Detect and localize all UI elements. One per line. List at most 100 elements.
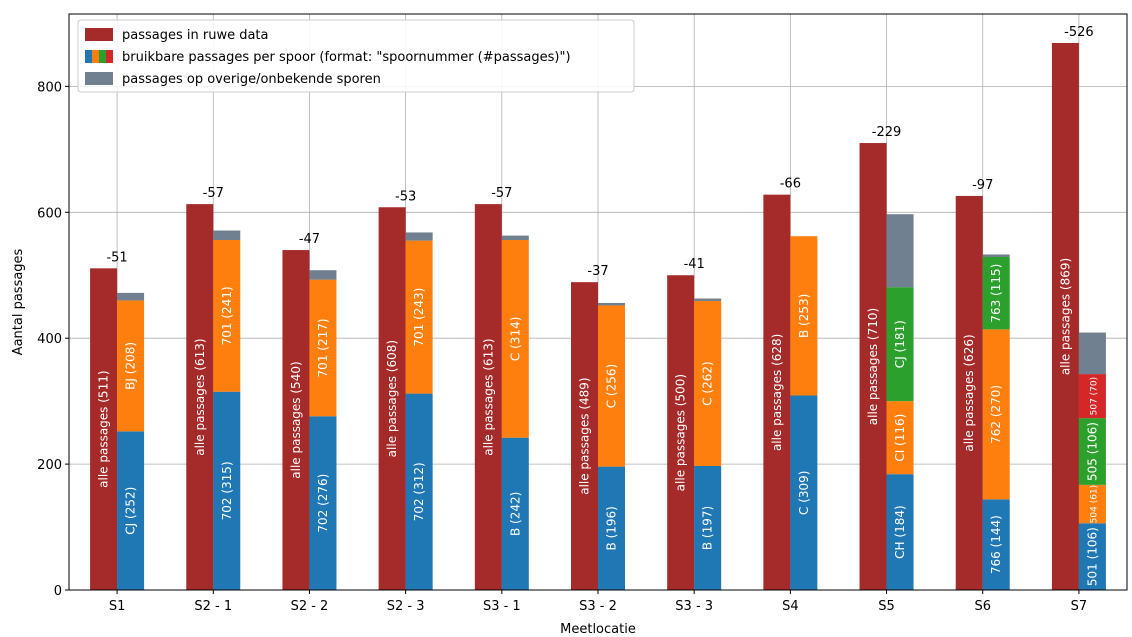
track-segment-bar <box>405 393 433 590</box>
other-tracks-bar <box>405 232 433 241</box>
track-segment-label: B (242) <box>508 492 522 536</box>
difference-label: -47 <box>299 232 320 247</box>
legend: passages in ruwe data bruikbare passages … <box>77 19 635 93</box>
track-segment-label: 762 (270) <box>989 385 1003 444</box>
track-segment-label: C (314) <box>508 317 522 361</box>
other-tracks-bar <box>117 292 145 301</box>
track-segment-label: CI (116) <box>893 414 907 462</box>
track-segment-bar <box>117 431 145 590</box>
track-segment-label: 701 (243) <box>412 288 426 347</box>
track-segment-bar <box>501 239 529 438</box>
x-tick-label: S3 - 3 <box>675 599 713 614</box>
other-tracks-bar <box>982 254 1010 257</box>
y-tick-label: 600 <box>37 206 62 221</box>
track-segment-label: C (262) <box>701 361 715 405</box>
legend-box <box>77 19 635 93</box>
other-tracks-bar <box>1078 332 1106 375</box>
track-segment-bar <box>790 395 818 590</box>
track-segment-label: C (256) <box>605 364 619 408</box>
raw-data-bar <box>282 250 310 591</box>
difference-label: -229 <box>872 125 902 140</box>
raw-data-bar <box>571 282 598 590</box>
legend-label: passages op overige/onbekende sporen <box>122 72 381 87</box>
track-segment-bar <box>598 305 625 467</box>
legend-swatch <box>85 72 113 85</box>
raw-data-bar <box>763 194 791 590</box>
raw-data-bar <box>859 143 887 590</box>
x-tick-label: S2 - 2 <box>291 599 329 614</box>
axis-ticks: 0 200 400 600 800 S1 S2 - 1 S2 - 2 S2 - 3 S3 - 1 S… <box>37 80 1087 614</box>
x-tick-label: S2 - 1 <box>194 599 232 614</box>
raw-bar-label: alle passages (869) <box>1058 258 1072 375</box>
track-segment-bar <box>790 236 818 396</box>
raw-data-bar <box>474 204 502 590</box>
legend-label: bruikbare passages per spoor (format: "s… <box>122 50 571 65</box>
track-segment-bar <box>886 287 914 402</box>
raw-data-bar <box>90 268 118 590</box>
legend-swatch <box>92 50 99 63</box>
x-tick-label: S7 <box>1071 599 1088 614</box>
track-segment-label: 505 (106) <box>1085 422 1099 481</box>
legend-swatch <box>106 50 113 63</box>
raw-bar-label: alle passages (613) <box>481 338 495 455</box>
raw-data-bar <box>955 195 983 591</box>
legend-swatch <box>85 50 92 63</box>
track-segment-bar <box>982 329 1010 500</box>
track-segment-bar <box>309 416 337 590</box>
raw-bar-label: alle passages (500) <box>674 374 688 491</box>
difference-label: -57 <box>203 186 224 201</box>
raw-data-bar <box>667 275 695 590</box>
track-segment-bar <box>501 437 529 590</box>
track-segment-label: 701 (217) <box>316 318 330 377</box>
bar-labels: alle passages (511) CJ (252) BJ (208) -51 al… <box>97 25 1100 586</box>
legend-label: passages in ruwe data <box>122 28 269 43</box>
track-segment-bar <box>598 466 625 590</box>
track-segment-bar <box>1078 523 1106 590</box>
track-segment-label: B (196) <box>605 506 619 550</box>
track-segment-bar <box>309 279 337 417</box>
raw-bar-label: alle passages (511) <box>97 370 111 487</box>
track-segment-label: 766 (144) <box>989 515 1003 574</box>
raw-bar-label: alle passages (613) <box>193 338 207 455</box>
bars <box>90 42 1106 591</box>
y-axis-label: Aantal passages <box>11 248 26 355</box>
y-tick-label: 800 <box>37 80 62 95</box>
track-segment-label: BJ (208) <box>124 342 138 390</box>
track-segment-bar <box>982 499 1010 590</box>
raw-data-bar <box>378 207 406 590</box>
x-tick-label: S6 <box>974 599 991 614</box>
difference-label: -57 <box>491 186 512 201</box>
difference-label: -51 <box>106 250 127 265</box>
x-tick-label: S1 <box>109 599 126 614</box>
track-segment-bar <box>1078 484 1106 524</box>
track-segment-bar <box>886 401 914 475</box>
track-segment-label: 702 (315) <box>220 461 234 520</box>
track-segment-label: CH (184) <box>893 505 907 558</box>
track-segment-bar <box>982 256 1010 330</box>
difference-label: -526 <box>1064 25 1094 40</box>
other-tracks-bar <box>694 298 722 302</box>
track-segment-bar <box>1078 374 1106 419</box>
track-segment-label: 701 (241) <box>220 286 234 345</box>
track-segment-bar <box>886 474 914 590</box>
legend-swatch <box>85 28 113 41</box>
x-tick-label: S3 - 2 <box>579 599 617 614</box>
raw-bar-label: alle passages (626) <box>962 334 976 451</box>
x-tick-label: S3 - 1 <box>483 599 521 614</box>
difference-label: -37 <box>587 264 608 279</box>
other-tracks-bar <box>309 270 337 280</box>
other-tracks-bar <box>598 302 625 306</box>
y-tick-label: 200 <box>37 458 62 473</box>
difference-label: -66 <box>780 177 801 192</box>
raw-bar-label: alle passages (710) <box>866 308 880 425</box>
track-segment-label: C (309) <box>797 471 811 515</box>
track-segment-label: 702 (312) <box>412 462 426 521</box>
track-segment-bar <box>213 391 241 590</box>
track-segment-label: 763 (115) <box>989 264 1003 323</box>
difference-label: -53 <box>395 189 416 204</box>
y-tick-label: 400 <box>37 332 62 347</box>
track-segment-label: 702 (276) <box>316 474 330 533</box>
track-segment-label: 504 (61) <box>1089 485 1099 524</box>
difference-label: -97 <box>972 178 993 193</box>
raw-bar-label: alle passages (489) <box>578 377 592 494</box>
